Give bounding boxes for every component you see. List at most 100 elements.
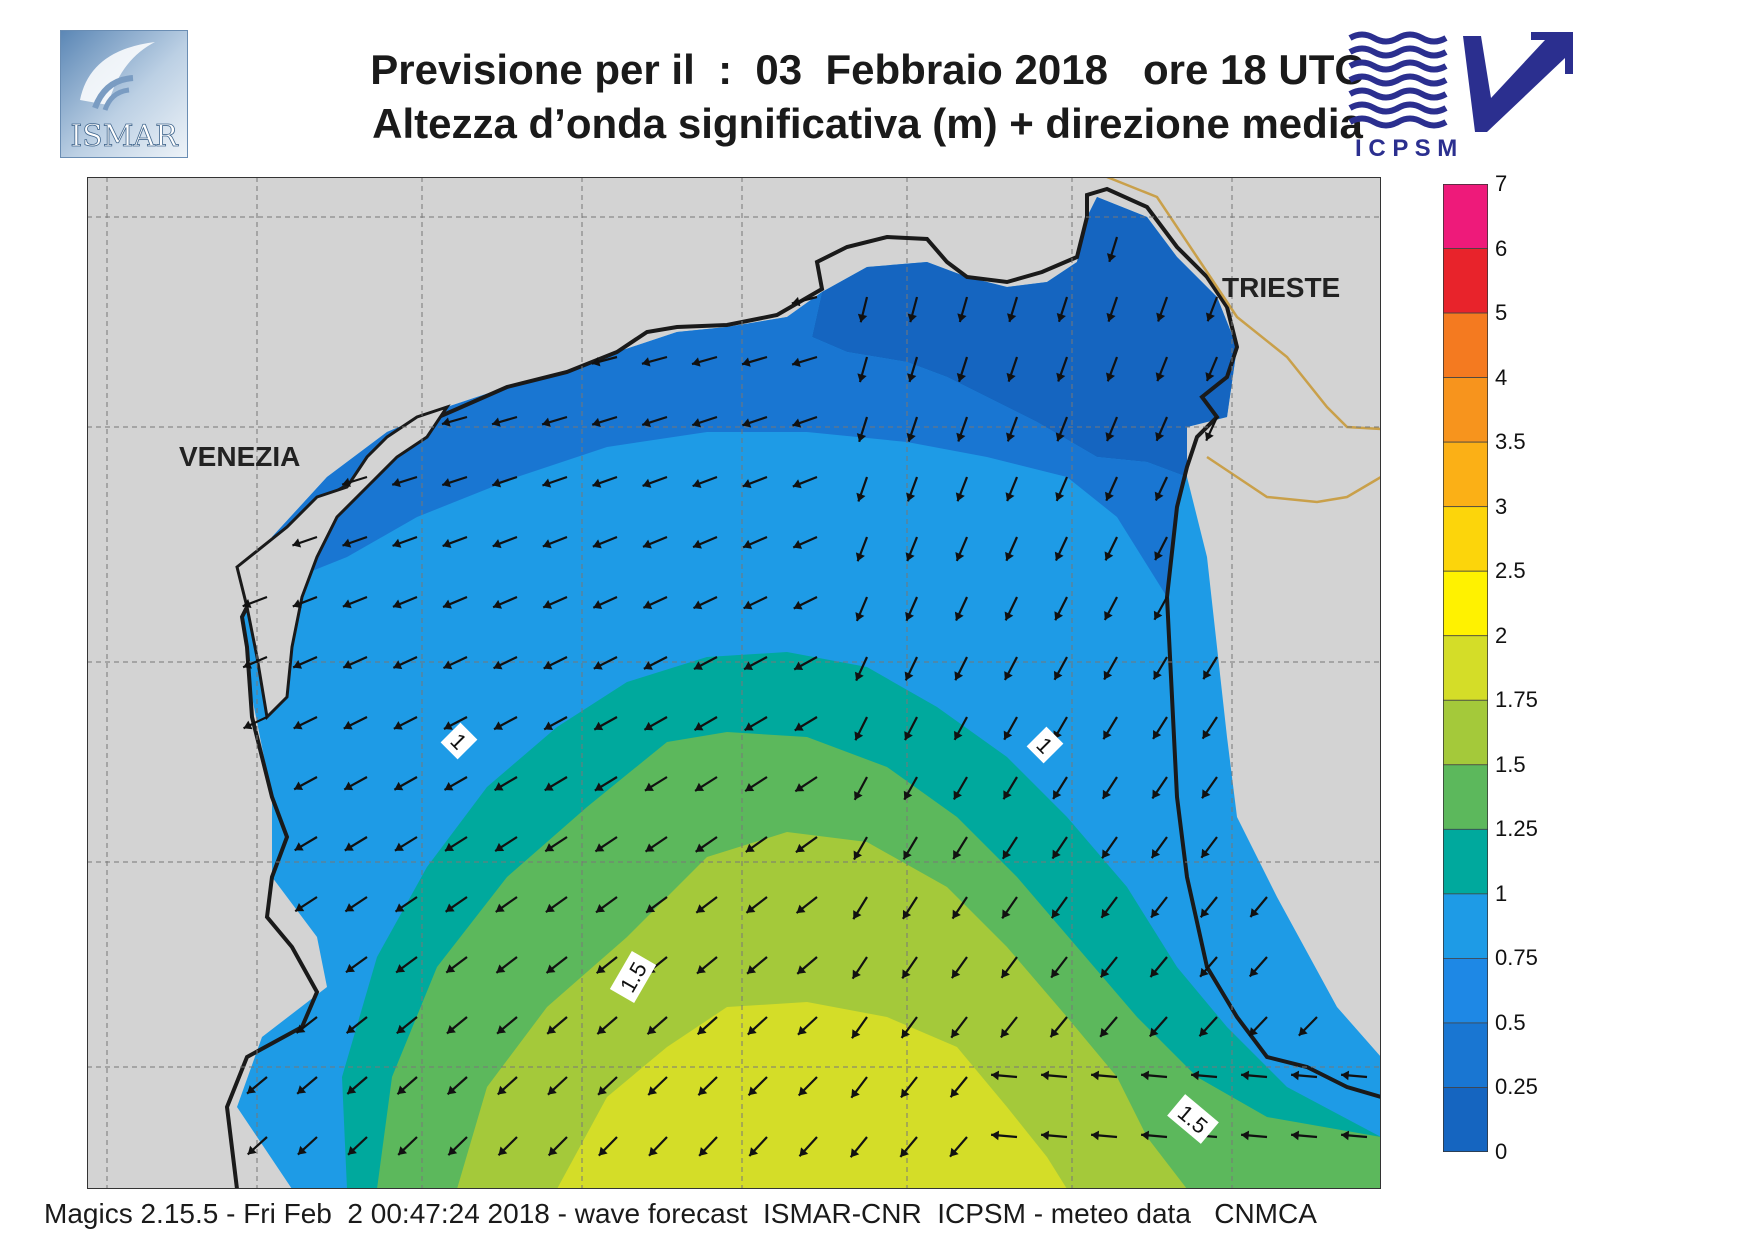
direction-arrow-head	[747, 965, 757, 974]
direction-arrow-head	[595, 843, 605, 852]
direction-arrow-head	[598, 1086, 607, 1095]
direction-arrow-head	[696, 964, 706, 974]
direction-arrow-head	[643, 600, 653, 610]
direction-arrow-head	[797, 1025, 807, 1035]
city-label-trieste: TRIESTE	[1222, 272, 1340, 303]
direction-arrow-head	[342, 599, 352, 609]
legend-tick-label: 5	[1495, 300, 1508, 326]
direction-arrow-head	[799, 1147, 809, 1157]
wave-map: 1 1 1.5 1.5 VENEZIA TRIESTE	[86, 176, 1382, 1190]
direction-arrow-head	[1200, 908, 1210, 918]
direction-arrow-head	[954, 671, 964, 681]
direction-arrow-head	[498, 1146, 508, 1156]
direction-arrow-head	[794, 661, 804, 671]
direction-arrow-head	[597, 1025, 607, 1035]
direction-arrow-head	[247, 1085, 256, 1094]
direction-arrow-head	[851, 1088, 860, 1098]
direction-arrow-head	[394, 842, 404, 851]
legend-swatch	[1442, 958, 1489, 1024]
direction-arrow-head	[1155, 372, 1165, 382]
direction-arrow-head	[493, 660, 503, 670]
direction-arrow-head	[902, 969, 911, 979]
direction-arrow-head	[1053, 670, 1063, 680]
wave-direction-arrows	[242, 236, 1368, 1158]
direction-arrow-head	[855, 552, 865, 562]
direction-arrow-head	[592, 417, 601, 428]
legend-swatch	[1442, 570, 1489, 637]
direction-arrow-head	[745, 843, 755, 853]
direction-arrow-head	[492, 539, 502, 549]
direction-arrow-head	[296, 1024, 306, 1033]
grid-lines	[87, 177, 1381, 1189]
direction-arrow-head	[1298, 1026, 1308, 1036]
direction-arrow-head	[1050, 1028, 1060, 1038]
legend-swatch	[1442, 441, 1489, 508]
direction-arrow-head	[951, 1028, 960, 1038]
direction-arrow-head	[442, 478, 452, 488]
direction-arrow-head	[1002, 849, 1012, 859]
direction-arrow-head	[542, 478, 552, 488]
direction-arrow-head	[495, 903, 505, 912]
direction-arrow-head	[646, 904, 656, 913]
direction-arrow-head	[1054, 611, 1063, 621]
legend-swatch	[1442, 764, 1489, 830]
direction-arrow-head	[294, 781, 304, 790]
direction-arrow-head	[1041, 1130, 1050, 1141]
direction-arrow-head	[293, 720, 303, 730]
legend-swatch	[1442, 248, 1489, 314]
direction-arrow-head	[1202, 789, 1211, 799]
wave-band-1_75	[557, 1002, 1067, 1189]
direction-arrow-head	[642, 417, 651, 428]
direction-arrow-head	[692, 418, 702, 428]
direction-arrow-head	[697, 1025, 707, 1035]
direction-arrow-head	[596, 964, 606, 974]
direction-arrow-head	[693, 600, 703, 610]
legend-tick-label: 0.75	[1495, 945, 1538, 971]
direction-arrow-head	[342, 538, 352, 548]
direction-arrow-head	[1103, 730, 1112, 740]
direction-arrow-head	[857, 313, 868, 323]
direction-arrow-head	[854, 790, 863, 800]
direction-arrow-head	[1191, 1070, 1200, 1081]
direction-arrow-head	[955, 552, 965, 561]
direction-arrow-head	[347, 1085, 357, 1094]
ismar-logo-text: ISMAR	[70, 119, 179, 154]
direction-arrow-head	[642, 539, 652, 549]
direction-arrow-head	[1103, 670, 1113, 680]
direction-arrow-head	[443, 599, 452, 609]
direction-arrow-head	[346, 1024, 356, 1034]
direction-arrow-head	[905, 552, 915, 562]
direction-arrow-head	[443, 721, 453, 730]
direction-arrow-head	[1005, 551, 1014, 561]
direction-arrow-head	[397, 1085, 407, 1095]
direction-arrow-head	[292, 538, 302, 548]
direction-arrow-head	[1201, 848, 1210, 858]
direction-arrow-head	[398, 1146, 408, 1155]
direction-arrow-head	[647, 1025, 657, 1035]
direction-arrow-head	[394, 781, 404, 791]
direction-arrow-head	[742, 479, 752, 489]
direction-arrow-head	[795, 783, 805, 792]
direction-arrow-head	[494, 782, 504, 791]
direction-arrow-head	[1153, 670, 1162, 680]
direction-arrow-head	[1291, 1130, 1300, 1141]
direction-arrow-head	[1250, 908, 1259, 917]
direction-arrow-head	[953, 790, 962, 800]
direction-arrow-head	[542, 417, 551, 427]
direction-arrow-head	[1000, 1028, 1010, 1038]
direction-arrow-head	[857, 373, 867, 383]
direction-arrow-head	[447, 1085, 457, 1095]
wave-band-0_25	[812, 197, 1237, 477]
direction-arrow-head	[497, 1025, 506, 1034]
direction-arrow-head	[1249, 1027, 1258, 1036]
legend-tick-label: 6	[1495, 235, 1508, 261]
direction-arrow-head	[545, 843, 555, 852]
direction-arrow-head	[594, 721, 604, 731]
legend-swatch	[1442, 183, 1489, 249]
direction-arrow-head	[1200, 967, 1209, 977]
direction-arrow-head	[792, 479, 802, 489]
direction-arrow-head	[446, 1024, 456, 1034]
direction-arrow-head	[793, 600, 803, 610]
coastline	[224, 186, 1381, 1189]
direction-arrow-head	[1056, 313, 1066, 322]
